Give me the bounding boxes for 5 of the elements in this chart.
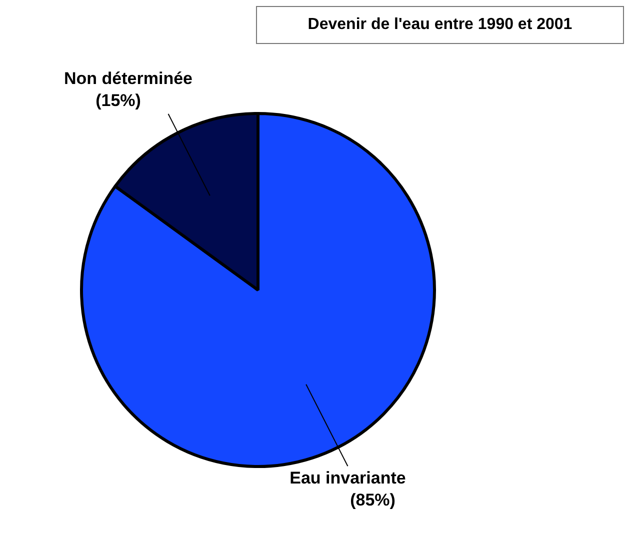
- slice-label: Eau invariante: [290, 468, 406, 488]
- data-label: (85%): [350, 490, 396, 510]
- data-label: (15%): [96, 91, 141, 110]
- chart-title: Devenir de l'eau entre 1990 et 2001: [256, 6, 624, 44]
- slice-label: Non déterminée: [64, 69, 192, 88]
